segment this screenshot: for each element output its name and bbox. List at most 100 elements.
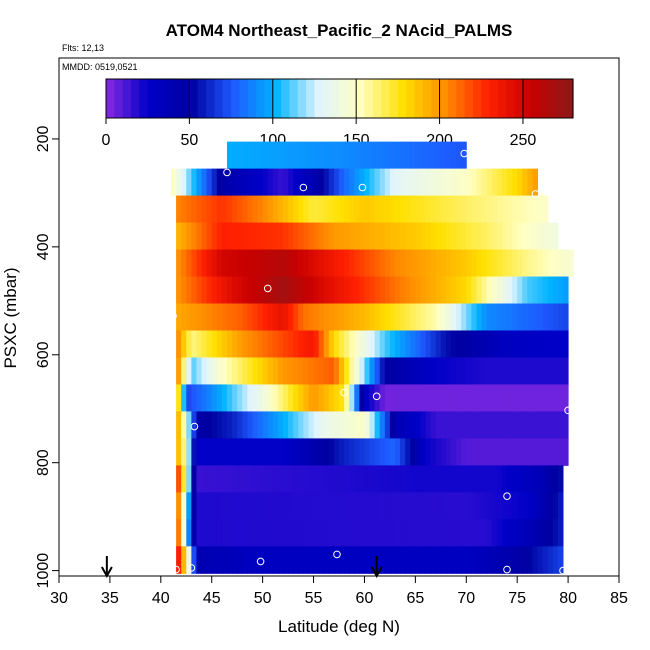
heatmap-cell (288, 384, 294, 412)
heatmap-cell (211, 492, 218, 520)
heatmap-cell (374, 249, 381, 278)
heatmap-cell (272, 168, 279, 197)
heatmap-cell (430, 546, 437, 574)
heatmap-cell (333, 438, 340, 466)
heatmap-cell (374, 492, 381, 520)
heatmap-cell (440, 438, 447, 466)
heatmap-cell (186, 357, 192, 385)
heatmap-cell (461, 546, 467, 574)
heatmap-cell (257, 546, 264, 574)
heatmap-cell (293, 276, 299, 305)
heatmap-cell (293, 411, 299, 439)
heatmap-cell (339, 195, 345, 224)
heatmap-cell (364, 141, 371, 170)
sample-point (358, 183, 367, 192)
heatmap-cell (191, 465, 197, 493)
y-tick-label: 400 (35, 233, 52, 260)
heatmap-cell (461, 222, 467, 251)
heatmap-cell (227, 330, 233, 358)
heatmap-cell (445, 546, 452, 574)
heatmap-cell (461, 168, 467, 197)
heatmap-cell (461, 276, 467, 305)
heatmap-cell (542, 222, 549, 251)
heatmap-cell (537, 438, 544, 466)
heatmap-cell (374, 411, 381, 439)
colorbar-swatch (556, 79, 566, 118)
sample-point (190, 422, 199, 431)
heatmap-cell (216, 330, 223, 358)
heatmap-cell (517, 303, 523, 331)
heatmap-cell (293, 438, 299, 466)
heatmap-cell (277, 222, 284, 251)
heatmap-cell (400, 276, 406, 305)
heatmap-cell (491, 276, 498, 305)
heatmap-cell (227, 168, 233, 197)
heatmap-cell (201, 303, 208, 331)
heatmap-cell (496, 384, 503, 412)
heatmap-cell (186, 411, 192, 439)
heatmap-cell (221, 384, 228, 412)
x-tick-label: 30 (50, 590, 68, 607)
heatmap-cell (557, 411, 564, 439)
heatmap-cell (252, 195, 259, 224)
heatmap-cell (333, 249, 340, 278)
heatmap-cell (374, 168, 381, 197)
heatmap-cell (471, 411, 477, 439)
heatmap-cell (415, 249, 421, 278)
heatmap-cell (262, 141, 269, 170)
heatmap-cell (196, 168, 203, 197)
heatmap-cell (201, 276, 208, 305)
heatmap-cell (410, 384, 416, 412)
heatmap-cell (308, 438, 315, 466)
heatmap-cell (247, 492, 253, 520)
heatmap-cell (298, 276, 304, 305)
heatmap-cell (318, 249, 325, 278)
heatmap-cell (262, 438, 269, 466)
heatmap-cell (308, 546, 315, 574)
heatmap-cell (542, 303, 549, 331)
heatmap-cell (542, 411, 549, 439)
heatmap-cell (420, 384, 427, 412)
heatmap-cell (466, 222, 472, 251)
x-tick-label: 65 (406, 590, 424, 607)
heatmap-cell (501, 519, 508, 547)
heatmap-cell (430, 438, 437, 466)
heatmap-cell (369, 222, 376, 251)
heatmap-cell (196, 465, 203, 493)
heatmap-cell (293, 384, 299, 412)
colorbar-swatch (356, 79, 366, 118)
heatmap-cell (481, 546, 488, 574)
marker-arrow-head (100, 566, 113, 579)
heatmap-cell (201, 492, 208, 520)
heatmap-cell (364, 276, 371, 305)
heatmap-cell (191, 357, 197, 385)
heatmap-cell (227, 141, 233, 170)
heatmap-cell (389, 465, 396, 493)
heatmap-cell (288, 492, 294, 520)
heatmap-cell (461, 141, 467, 170)
heatmap-cell (308, 519, 315, 547)
heatmap-cell (374, 519, 381, 547)
heatmap-cell (339, 249, 345, 278)
heatmap-cell (430, 492, 437, 520)
heatmap-cell (328, 330, 335, 358)
heatmap-cell (333, 492, 340, 520)
heatmap-cell (435, 411, 442, 439)
heatmap-cell (440, 465, 447, 493)
colorbar-swatch (456, 79, 466, 118)
heatmap-cell (369, 492, 376, 520)
heatmap-cell (232, 492, 238, 520)
heatmap-cell (252, 141, 259, 170)
heatmap-cell (186, 276, 192, 305)
colorbar-swatch (406, 79, 416, 118)
heatmap-cell (191, 222, 197, 251)
heatmap-cell (242, 546, 248, 574)
heatmap-cell (445, 168, 452, 197)
heatmap-cell (471, 492, 477, 520)
heatmap-cell (359, 384, 365, 412)
heatmap-cell (288, 141, 294, 170)
heatmap-cell (445, 519, 452, 547)
heatmap-cell (395, 411, 401, 439)
sample-point (503, 492, 511, 500)
heatmap-cell (557, 249, 564, 278)
